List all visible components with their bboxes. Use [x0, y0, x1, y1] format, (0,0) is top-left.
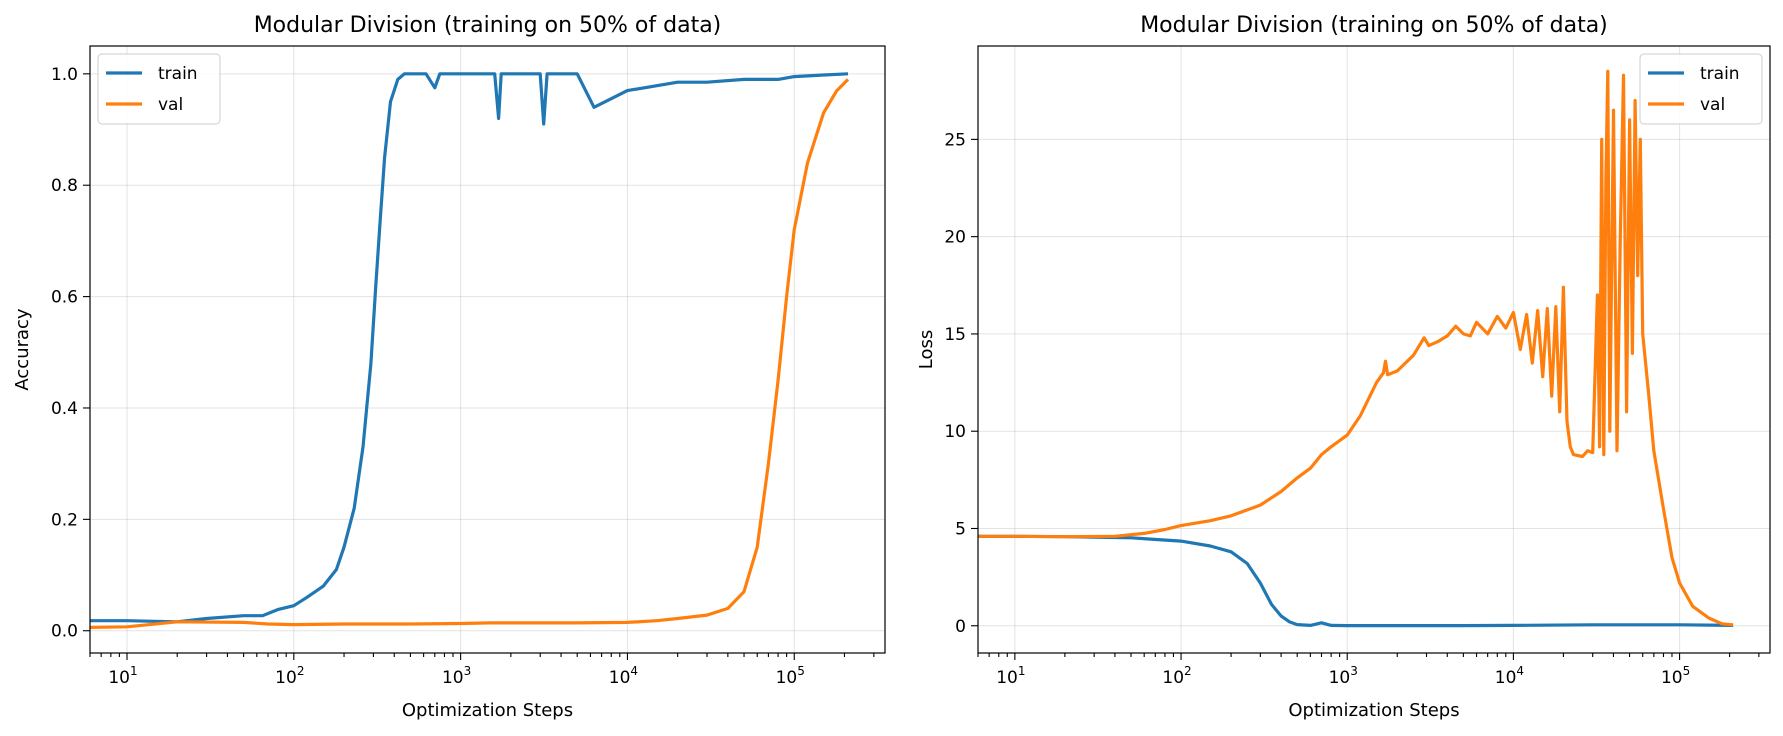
x-axis-label: Optimization Steps — [1288, 700, 1459, 721]
chart-panel-1: 101 102 103 104 105 0.0 0.2 0.4 0.6 0.8 1.0 Modular… — [12, 13, 886, 721]
y-tick-label: 10 — [944, 422, 966, 442]
axes-frame — [977, 45, 1771, 654]
x-tick-label: 104 — [609, 664, 638, 688]
legend: train val — [97, 53, 221, 125]
legend-label-val: val — [158, 95, 183, 115]
x-axis-label: Optimization Steps — [402, 700, 573, 721]
x-tick-label: 101 — [996, 664, 1025, 688]
x-tick-label: 103 — [442, 664, 471, 688]
x-tick-label: 101 — [108, 664, 137, 688]
x-tick-label: 104 — [1495, 664, 1524, 688]
x-tick-label: 102 — [275, 664, 304, 688]
legend: train val — [1639, 53, 1763, 125]
x-tick-label: 105 — [1661, 664, 1690, 688]
x-tick-label: 103 — [1329, 664, 1358, 688]
y-tick-label: 15 — [944, 325, 966, 345]
legend-label-train: train — [158, 64, 198, 84]
y-tick-label: 0.0 — [51, 622, 78, 642]
y-tick-label: 1.0 — [51, 65, 78, 85]
y-tick-label: 0.8 — [51, 176, 78, 196]
x-tick-label: 105 — [776, 664, 805, 688]
axes-frame — [89, 45, 886, 654]
y-tick-label: 25 — [944, 130, 966, 150]
y-axis-label: Loss — [916, 330, 937, 369]
y-tick-label: 0.6 — [51, 288, 78, 308]
y-tick-label: 0 — [955, 617, 966, 637]
chart-panel-2: 101 102 103 104 105 0 5 10 15 20 25 Modular Divisio… — [916, 13, 1771, 721]
y-axis-label: Accuracy — [12, 308, 33, 391]
y-tick-label: 0.4 — [51, 399, 78, 419]
series-line-train — [90, 72, 849, 624]
legend-label-val: val — [1700, 95, 1725, 115]
series-line-train — [978, 534, 1734, 628]
y-tick-label: 0.2 — [51, 510, 78, 530]
chart-title: Modular Division (training on 50% of dat… — [254, 13, 722, 38]
series-line-val — [90, 78, 850, 629]
series-line-val — [978, 69, 1734, 627]
y-tick-label: 5 — [955, 519, 966, 539]
legend-label-train: train — [1700, 64, 1740, 84]
y-tick-label: 20 — [944, 228, 966, 248]
x-tick-label: 102 — [1162, 664, 1191, 688]
chart-title: Modular Division (training on 50% of dat… — [1140, 13, 1608, 38]
